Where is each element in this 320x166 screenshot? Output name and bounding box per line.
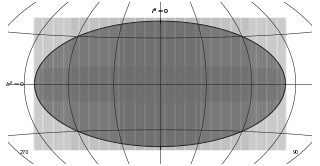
Text: $l^{II}=0$: $l^{II}=0$ xyxy=(151,6,169,16)
Text: 90: 90 xyxy=(293,150,299,155)
Text: $l^{II}=0$: $l^{II}=0$ xyxy=(151,6,169,16)
Text: $b^{II}=0$: $b^{II}=0$ xyxy=(5,79,26,88)
Text: 270: 270 xyxy=(20,150,29,155)
